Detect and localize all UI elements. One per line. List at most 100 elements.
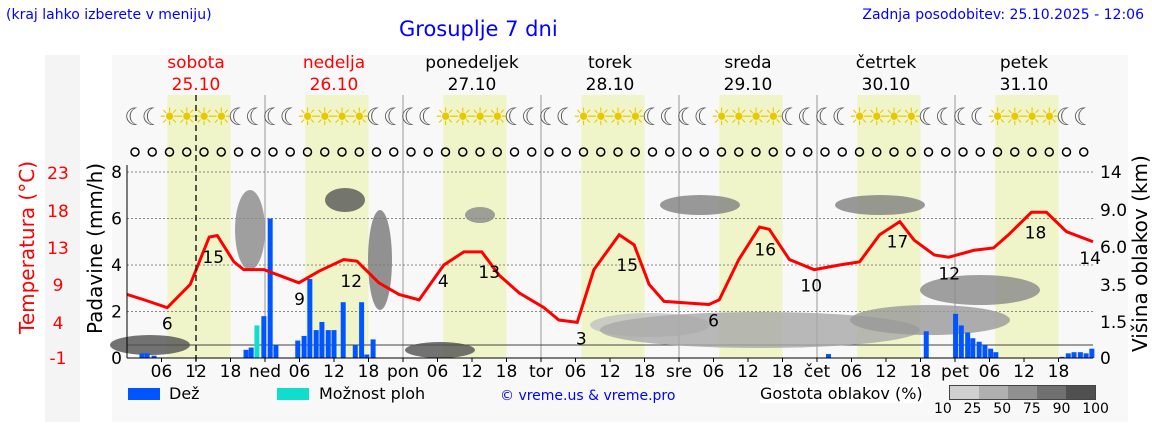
moon-icon: ☾ <box>780 103 802 131</box>
copyright-link[interactable]: © vreme.us & vreme.pro <box>500 388 676 404</box>
wind-calm-icon <box>1027 147 1037 157</box>
wind-calm-icon <box>596 147 606 157</box>
sun-cloud-icon: ☀ <box>1004 103 1026 131</box>
wind-calm-icon <box>337 147 347 157</box>
precip-bar <box>248 347 254 358</box>
moon-icon: ☾ <box>814 103 836 131</box>
x-tick-label: 06 <box>703 362 725 382</box>
precip-tick-label: 6 <box>111 210 122 230</box>
precip-bar <box>1077 352 1083 358</box>
precip-bar <box>993 352 999 358</box>
day-date: 30.10 <box>862 75 911 95</box>
chart-title: Grosuplje 7 dni <box>399 17 558 41</box>
daylight-band <box>995 95 1059 358</box>
precip-bar <box>243 349 249 358</box>
sun-cloud-icon: ☀ <box>176 103 198 131</box>
x-tick-label: 06 <box>565 362 587 382</box>
density-swatch <box>1008 386 1037 399</box>
region-hint[interactable]: (kraj lahko izberete v meniju) <box>6 7 212 23</box>
precip-bar <box>261 316 267 358</box>
wind-calm-icon <box>458 147 468 157</box>
precip-bar <box>295 340 301 358</box>
temp-label: 16 <box>754 240 776 260</box>
day-date: 31.10 <box>1000 75 1049 95</box>
sun-cloud-icon: ☀ <box>452 103 474 131</box>
sun-cloud-icon: ☀ <box>590 103 612 131</box>
moon-icon: ☾ <box>918 103 940 131</box>
moon-icon: ☾ <box>245 103 267 131</box>
moon-icon: ☾ <box>141 103 163 131</box>
moon-icon: ☾ <box>935 103 957 131</box>
wind-calm-icon <box>320 147 330 157</box>
wind-calm-icon <box>527 147 537 157</box>
sun-cloud-icon: ☀ <box>607 103 629 131</box>
wind-calm-icon <box>561 147 571 157</box>
moon-icon: ☾ <box>504 103 526 131</box>
wind-calm-icon <box>509 147 520 157</box>
wind-calm-icon <box>578 147 589 157</box>
sun-cloud-icon: ☀ <box>745 103 767 131</box>
cloud-density-area <box>110 335 190 355</box>
x-tick-label: 18 <box>220 362 242 382</box>
x-tick-label: 06 <box>427 362 449 382</box>
wind-calm-icon <box>1010 147 1020 157</box>
precip-bar <box>151 355 157 358</box>
temp-label: 6 <box>708 312 719 332</box>
wind-calm-icon <box>147 147 157 157</box>
day-name: ponedeljek <box>425 53 519 73</box>
temp-label: 3 <box>576 329 587 349</box>
precip-tick-label: 8 <box>111 163 122 183</box>
precip-tick-label: 4 <box>111 256 122 276</box>
day-date: 25.10 <box>172 75 221 95</box>
cloud-density-area <box>405 342 475 358</box>
x-tick-label: pon <box>387 362 419 382</box>
temp-axis-panel <box>45 55 80 422</box>
precip-bar <box>144 353 150 358</box>
wind-calm-icon <box>785 147 796 157</box>
x-tick-label: 06 <box>979 362 1001 382</box>
density-level-label: 25 <box>963 401 982 417</box>
temp-label: 15 <box>202 248 224 268</box>
moon-icon: ☾ <box>1056 103 1078 131</box>
x-tick-label: tor <box>529 362 553 382</box>
precip-bar <box>254 325 260 358</box>
wind-calm-icon <box>475 147 485 157</box>
wind-calm-icon <box>958 147 968 157</box>
x-tick-label: 06 <box>289 362 311 382</box>
cloud-density-area <box>850 305 1010 335</box>
sun-cloud-icon: ☀ <box>624 103 646 131</box>
wind-calm-icon <box>389 147 399 157</box>
wind-calm-icon <box>872 147 882 157</box>
precip-bar <box>139 353 145 358</box>
precip-bar <box>988 348 994 358</box>
wind-calm-icon <box>906 147 916 157</box>
temp-label: 4 <box>438 272 449 292</box>
x-tick-label: čet <box>804 362 831 382</box>
density-swatch <box>1037 386 1066 399</box>
precip-bar <box>301 335 307 358</box>
sun-cloud-icon: ☀ <box>435 103 457 131</box>
wind-calm-icon <box>768 147 778 157</box>
precip-tick-label: 0 <box>111 349 122 369</box>
wind-calm-icon <box>803 147 813 157</box>
cloud-density-area <box>660 195 740 215</box>
day-date: 26.10 <box>310 75 359 95</box>
cloud-height-tick-label: 1.5 <box>1100 313 1127 333</box>
moon-icon: ☾ <box>642 103 664 131</box>
x-tick-label: 12 <box>461 362 483 382</box>
moon-icon: ☾ <box>417 103 439 131</box>
wind-calm-icon <box>751 147 761 157</box>
precip-tick-label: 2 <box>111 303 122 323</box>
wind-calm-icon <box>1079 147 1089 157</box>
precip-bar <box>1083 353 1089 358</box>
temp-label: 12 <box>938 264 960 284</box>
cloud-density-area <box>920 275 1040 305</box>
density-level-label: 90 <box>1052 401 1071 417</box>
wind-calm-icon <box>630 147 640 157</box>
temp-label: 9 <box>294 290 305 310</box>
moon-icon: ☾ <box>659 103 681 131</box>
precip-bar <box>370 339 376 358</box>
wind-calm-icon <box>665 147 675 157</box>
density-level-label: 10 <box>934 401 952 417</box>
